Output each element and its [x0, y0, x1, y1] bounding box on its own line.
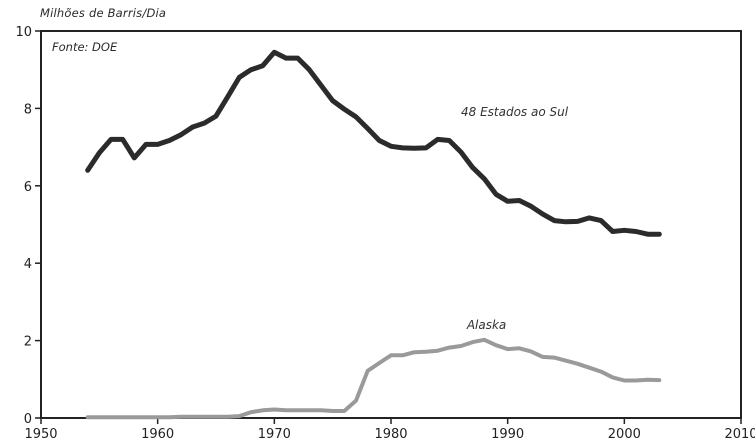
series-label-lower-48-states: 48 Estados ao Sul: [461, 105, 569, 119]
x-tick-label: 2010: [724, 427, 755, 442]
x-tick-label: 1950: [24, 427, 57, 442]
series-annotations: 48 Estados ao Sul Alaska: [461, 105, 569, 332]
series-lines: [85, 49, 662, 420]
y-tick-label: 4: [24, 257, 32, 272]
y-tick-label: 2: [24, 335, 32, 350]
x-tick-label: 1980: [374, 427, 407, 442]
x-tick-label: 1960: [141, 427, 174, 442]
x-tick-label: 1990: [491, 427, 524, 442]
y-tick-label: 0: [24, 412, 32, 427]
series-label-alaska: Alaska: [466, 318, 506, 332]
plot-area-frame: [40, 30, 742, 419]
y-axis: 0 2 4 6 8 10: [15, 25, 41, 427]
y-axis-label: Milhões de Barris/Dia: [40, 6, 167, 20]
x-axis: 1950 1960 1970 1980 1990 2000 2010: [24, 418, 755, 442]
y-tick-label: 6: [24, 180, 32, 195]
x-tick-label: 2000: [608, 427, 641, 442]
y-tick-label: 10: [15, 25, 32, 40]
series-line-alaska: [85, 337, 662, 420]
x-tick-label: 1970: [258, 427, 291, 442]
source-note: Fonte: DOE: [52, 40, 118, 54]
y-tick-label: 8: [24, 102, 32, 117]
series-line-lower-48-states: [85, 49, 662, 237]
